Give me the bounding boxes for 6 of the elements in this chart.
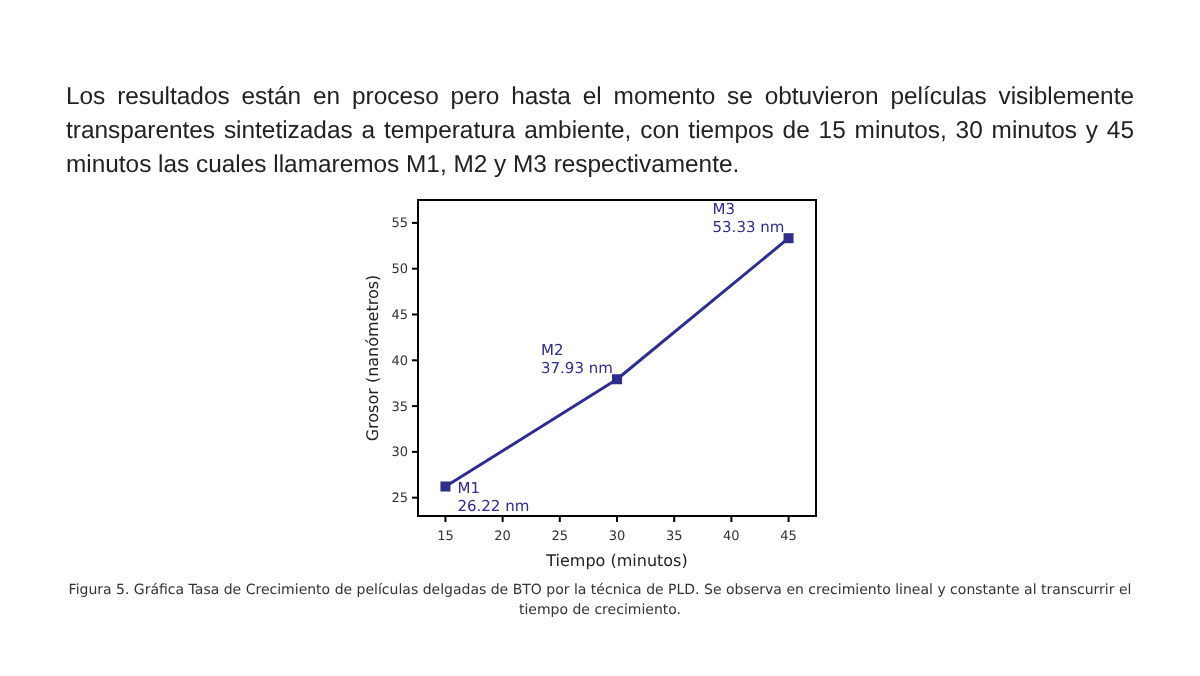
point — [783, 233, 794, 244]
y-axis-title: Grosor (nanómetros) — [364, 274, 382, 442]
x-axis-title: Tiempo (minutos) — [544, 552, 688, 570]
point — [440, 481, 451, 492]
point — [612, 374, 622, 385]
text: Los resultados están en proceso pero hasta el momento se obtuvieron películas visiblemente transparentes sintetizadas a temperatura ambiente, con tiempos de 15 minutos, 30 minutos y 45 minutos las cuales llamaremos M1, M2 y M3 respectivamente. — [66, 80, 1134, 182]
